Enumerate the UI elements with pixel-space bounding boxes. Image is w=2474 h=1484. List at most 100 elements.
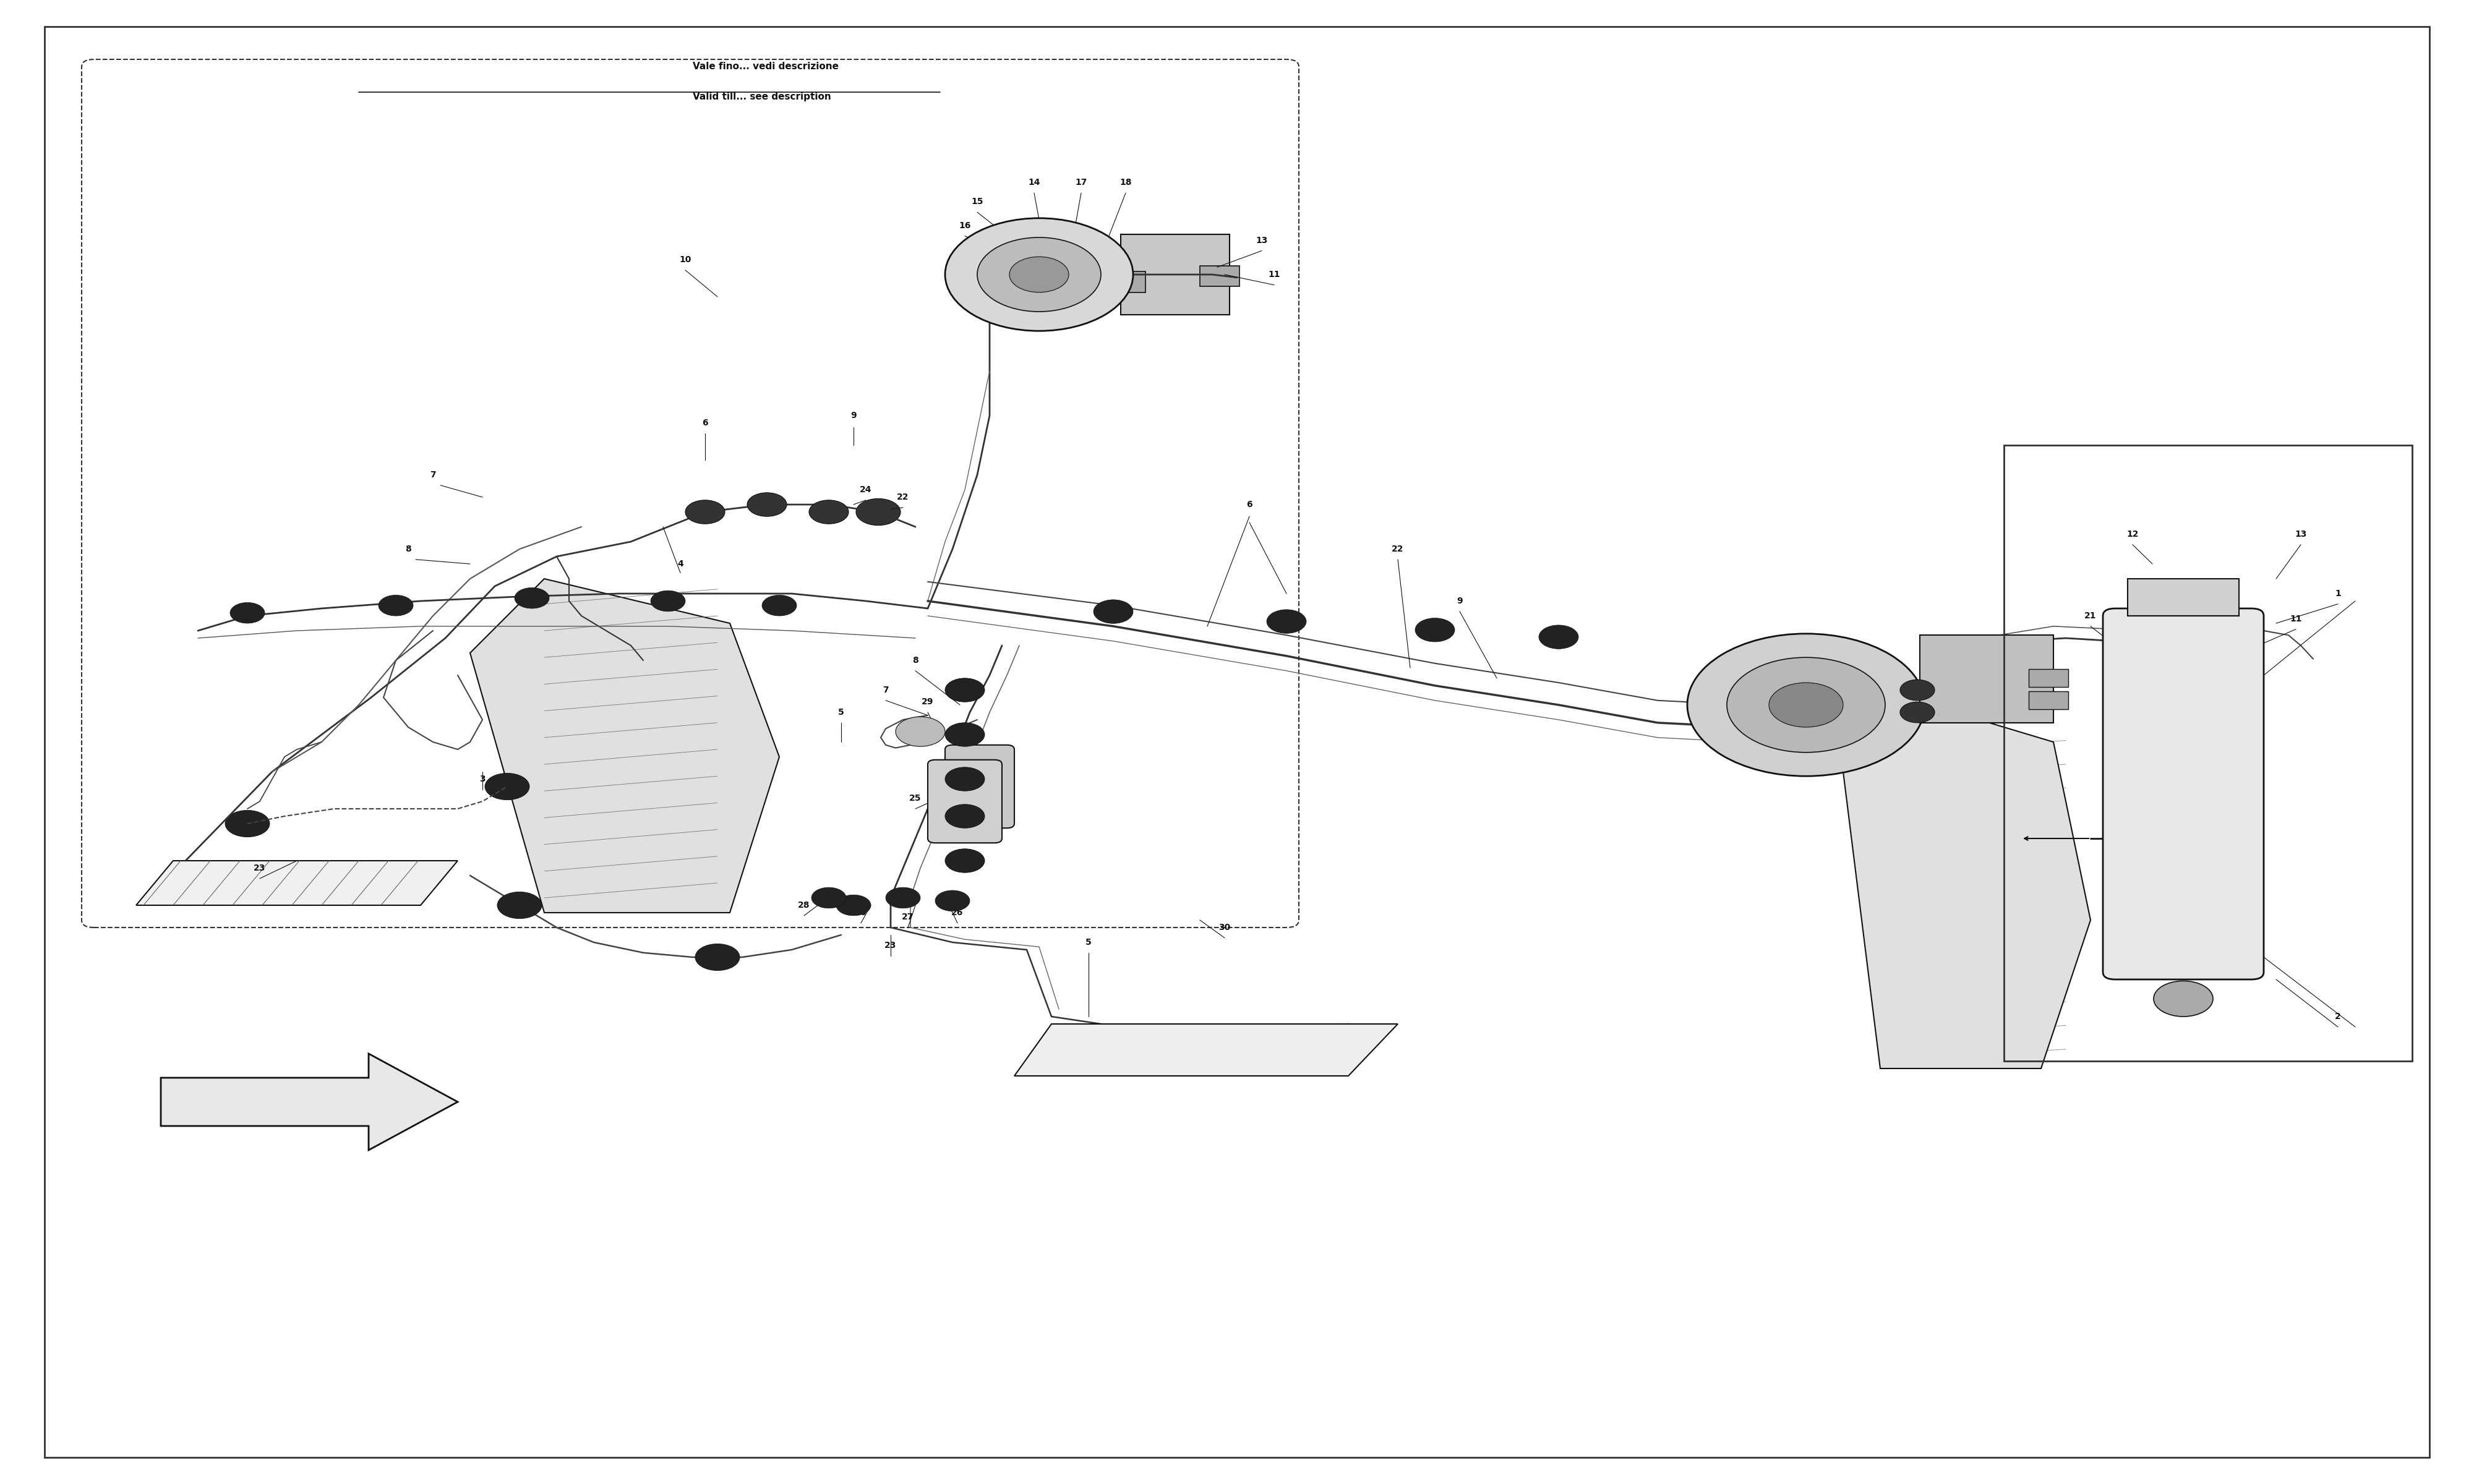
Circle shape [747, 493, 787, 516]
Text: 2: 2 [2335, 1012, 2340, 1021]
FancyBboxPatch shape [1920, 635, 2053, 723]
Circle shape [497, 892, 542, 919]
Circle shape [379, 595, 413, 616]
Circle shape [811, 887, 846, 908]
Circle shape [2145, 614, 2185, 638]
Text: 29: 29 [923, 697, 933, 706]
Text: 9: 9 [851, 411, 856, 420]
Text: 28: 28 [799, 901, 809, 910]
Circle shape [977, 237, 1101, 312]
Text: 6: 6 [1247, 500, 1252, 509]
Circle shape [762, 595, 797, 616]
Circle shape [685, 500, 725, 524]
Circle shape [695, 944, 740, 971]
Circle shape [1267, 610, 1306, 634]
Text: 17: 17 [1076, 178, 1086, 187]
Circle shape [896, 717, 945, 746]
Text: 19: 19 [1047, 310, 1056, 319]
Circle shape [1009, 257, 1069, 292]
Text: 14: 14 [1029, 178, 1039, 187]
Text: 13: 13 [2296, 530, 2306, 539]
Bar [2128, 579, 2239, 616]
Circle shape [836, 895, 871, 916]
Circle shape [856, 499, 901, 525]
Text: 20: 20 [1091, 310, 1101, 319]
Circle shape [485, 773, 529, 800]
Text: Vale fino... vedi descrizione: Vale fino... vedi descrizione [693, 62, 839, 71]
Circle shape [1769, 683, 1843, 727]
Circle shape [809, 500, 849, 524]
Text: 12: 12 [2128, 530, 2138, 539]
Text: 21: 21 [2086, 611, 2095, 620]
Circle shape [2152, 981, 2214, 1017]
Bar [1106, 272, 1145, 292]
Text: 23: 23 [886, 941, 896, 950]
Text: 19: 19 [2128, 631, 2138, 640]
Bar [2029, 669, 2068, 687]
FancyBboxPatch shape [1121, 234, 1230, 315]
Circle shape [515, 588, 549, 608]
Circle shape [945, 723, 985, 746]
FancyBboxPatch shape [945, 745, 1014, 828]
Text: 8: 8 [913, 656, 918, 665]
Text: 5: 5 [1086, 938, 1091, 947]
Text: 7: 7 [883, 686, 888, 695]
Bar [2004, 445, 2412, 1061]
Circle shape [1539, 625, 1578, 649]
Text: 16: 16 [960, 221, 970, 230]
Circle shape [945, 849, 985, 873]
Text: 7: 7 [430, 470, 435, 479]
Text: 11: 11 [1269, 270, 1279, 279]
Polygon shape [1843, 697, 2091, 1068]
Polygon shape [1014, 1024, 1398, 1076]
Text: 10: 10 [680, 255, 690, 264]
Text: 12: 12 [1017, 248, 1027, 257]
Circle shape [230, 603, 265, 623]
Text: 11: 11 [2291, 614, 2301, 623]
Polygon shape [161, 1054, 458, 1150]
Circle shape [935, 890, 970, 911]
Text: 4: 4 [678, 559, 683, 568]
Text: 23: 23 [255, 864, 265, 873]
Circle shape [1727, 657, 1885, 752]
Circle shape [1687, 634, 1925, 776]
FancyBboxPatch shape [928, 760, 1002, 843]
Text: 27: 27 [903, 913, 913, 922]
Text: 26: 26 [856, 908, 866, 917]
FancyBboxPatch shape [2103, 608, 2264, 979]
Text: 22: 22 [1393, 545, 1403, 554]
Circle shape [945, 218, 1133, 331]
Text: 21: 21 [1002, 300, 1012, 309]
Circle shape [1900, 702, 1935, 723]
Circle shape [1900, 680, 1935, 700]
Bar [2029, 692, 2068, 709]
Text: 22: 22 [898, 493, 908, 502]
Circle shape [945, 767, 985, 791]
Text: 25: 25 [910, 794, 920, 803]
Text: 1: 1 [2335, 589, 2340, 598]
FancyBboxPatch shape [2160, 613, 2244, 663]
Circle shape [886, 887, 920, 908]
Text: 15: 15 [972, 197, 982, 206]
Text: 8: 8 [406, 545, 411, 554]
Text: 24: 24 [861, 485, 871, 494]
Text: 3: 3 [480, 775, 485, 784]
Text: 18: 18 [1121, 178, 1131, 187]
Text: 9: 9 [1457, 597, 1462, 605]
Circle shape [651, 591, 685, 611]
Circle shape [1094, 600, 1133, 623]
Polygon shape [136, 861, 458, 905]
Polygon shape [470, 579, 779, 913]
Text: 30: 30 [1220, 923, 1230, 932]
Text: 26: 26 [952, 908, 962, 917]
Text: Valid till... see description: Valid till... see description [693, 92, 831, 101]
Circle shape [945, 804, 985, 828]
Circle shape [225, 810, 270, 837]
Circle shape [2133, 638, 2172, 662]
Circle shape [945, 678, 985, 702]
Circle shape [1415, 617, 1455, 641]
Bar [1200, 266, 1239, 286]
Text: 5: 5 [839, 708, 844, 717]
Text: 13: 13 [1257, 236, 1267, 245]
Text: 20: 20 [2167, 646, 2177, 654]
